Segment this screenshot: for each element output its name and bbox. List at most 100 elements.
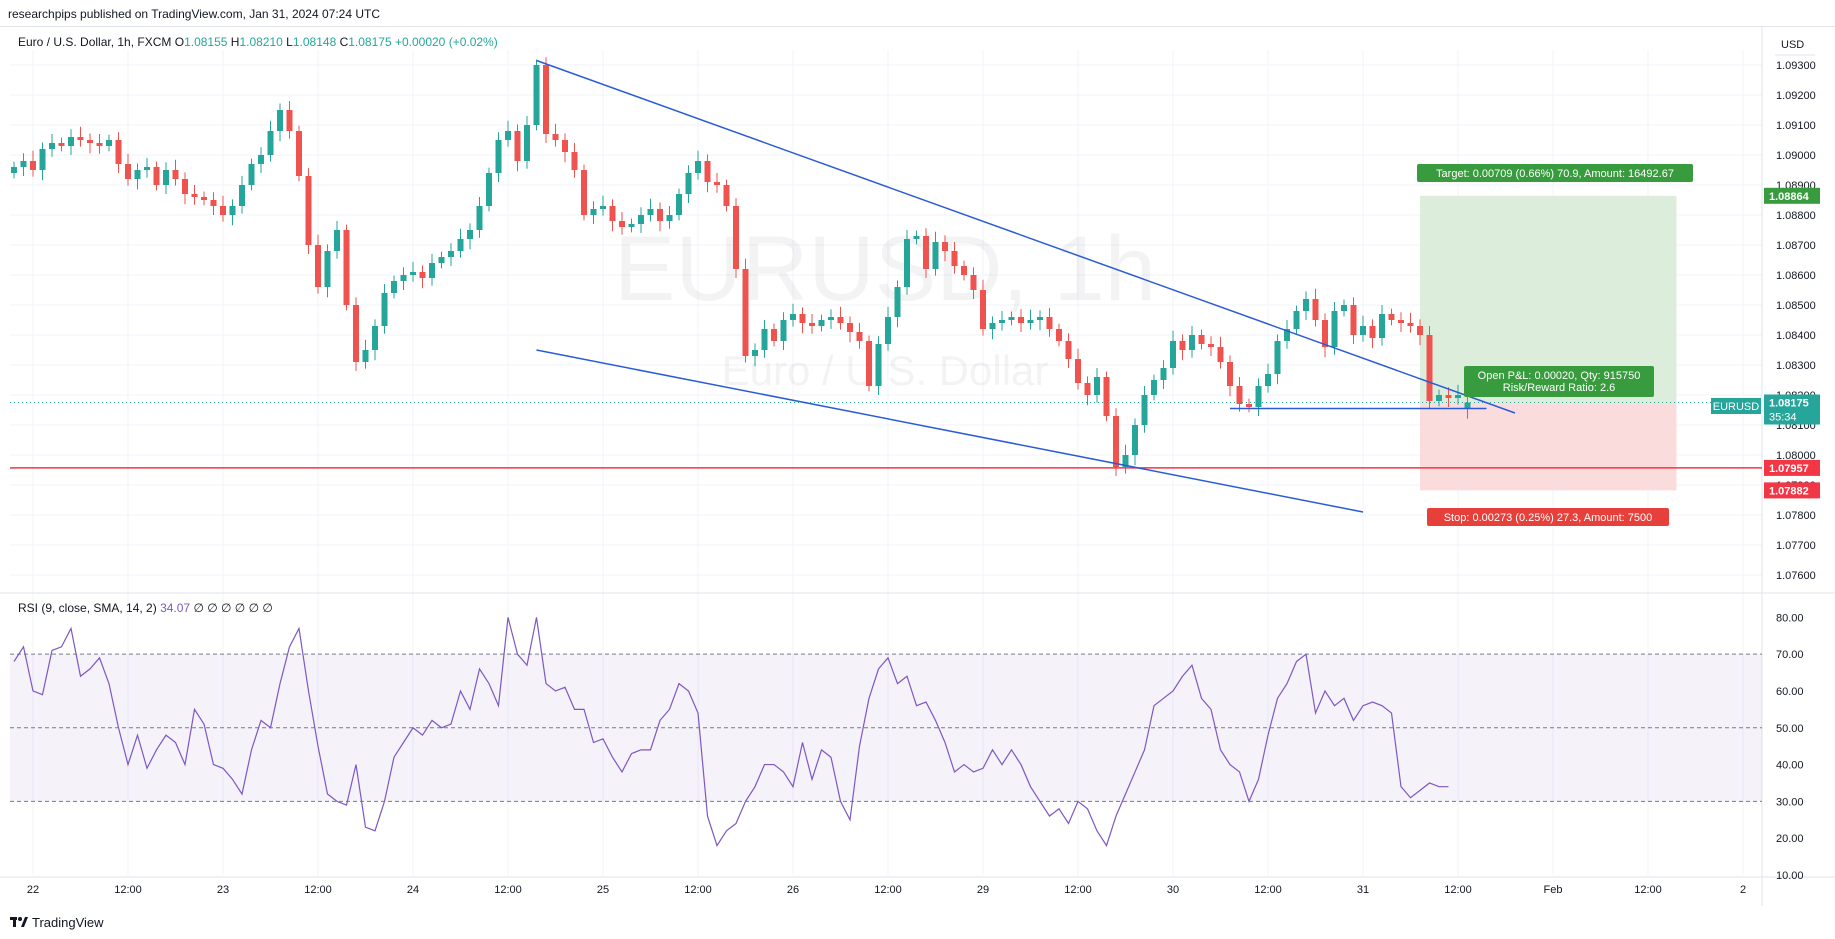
candle-body xyxy=(277,110,283,131)
candle-body xyxy=(448,251,454,257)
candle-body xyxy=(1398,320,1404,323)
candle-body xyxy=(1208,344,1214,347)
candle-body xyxy=(58,143,65,146)
candle-body xyxy=(296,131,302,176)
candle-body xyxy=(571,152,578,170)
time-tick-label: 25 xyxy=(597,884,609,896)
rsi-tick-label: 60.00 xyxy=(1776,686,1804,698)
tradingview-logo-icon xyxy=(10,917,28,927)
candle-body xyxy=(894,287,901,317)
time-tick-label: 12:00 xyxy=(1254,884,1282,896)
candle-body xyxy=(1379,314,1385,338)
pnl-label-bg xyxy=(1464,366,1654,397)
candle-body xyxy=(790,314,796,320)
candle-body xyxy=(1141,395,1148,425)
time-tick-label: 26 xyxy=(787,884,799,896)
candle-body xyxy=(1265,374,1271,386)
stop-label: Stop: 0.00273 (0.25%) 27.3, Amount: 7500 xyxy=(1444,512,1653,524)
candle-body xyxy=(951,251,958,266)
candle-body xyxy=(543,65,549,134)
candle-body xyxy=(647,209,654,215)
candle-body xyxy=(457,239,464,251)
price-tick-label: 1.09000 xyxy=(1776,150,1816,162)
candle-body xyxy=(210,200,217,206)
candle-body xyxy=(400,275,407,281)
candle-body xyxy=(172,170,179,179)
candle-body xyxy=(1246,404,1252,407)
candle-body xyxy=(1160,368,1167,380)
candle-body xyxy=(581,170,587,215)
candle-body xyxy=(182,179,188,194)
candle-body xyxy=(39,149,46,170)
time-tick-label: 12:00 xyxy=(684,884,712,896)
candle-body xyxy=(1312,299,1319,320)
candle-body xyxy=(153,167,160,185)
rsi-legend-name: RSI (9, close, SMA, 14, 2) xyxy=(18,601,160,615)
risk-reward-label: Risk/Reward Ratio: 2.6 xyxy=(1503,382,1616,394)
candle-body xyxy=(419,272,426,278)
candle-body xyxy=(1388,314,1395,320)
target-price-label-bg xyxy=(1764,187,1820,204)
time-tick-label: 12:00 xyxy=(874,884,902,896)
price-tick-label: 1.07800 xyxy=(1776,510,1816,522)
time-tick-label: Feb xyxy=(1544,884,1563,896)
price-tick-label: 1.08800 xyxy=(1776,210,1816,222)
trading-chart[interactable]: EURUSD, 1h Euro / U.S. Dollar Target: 0.00… xyxy=(0,27,1835,906)
candle-body xyxy=(1303,299,1309,311)
candle-body xyxy=(638,215,644,224)
candle-body xyxy=(1341,305,1347,311)
price-tick-label: 1.08500 xyxy=(1776,300,1816,312)
candle-body xyxy=(676,194,682,215)
upper-trendline xyxy=(536,59,1516,414)
stop-label-bg xyxy=(1427,508,1669,526)
legend-close: 1.08175 xyxy=(348,35,395,49)
candle-body xyxy=(1122,455,1129,467)
rsi-legend-extra: ∅ ∅ ∅ ∅ ∅ ∅ xyxy=(193,601,272,615)
rsi-tick-label: 50.00 xyxy=(1776,723,1804,735)
rsi-tick-label: 30.00 xyxy=(1776,796,1804,808)
candle-body xyxy=(87,140,93,143)
rsi-tick-label: 40.00 xyxy=(1776,760,1804,772)
candle-body xyxy=(799,314,806,323)
candle-body xyxy=(866,341,872,386)
watermark-symbol: EURUSD, 1h xyxy=(614,218,1156,320)
time-tick-label: 23 xyxy=(217,884,229,896)
candle-body xyxy=(1151,380,1157,395)
candle-body xyxy=(1284,329,1290,341)
candle-body xyxy=(780,320,787,341)
legend-high-label: H xyxy=(231,35,240,49)
ohlc-legend: Euro / U.S. Dollar, 1h, FXCM O1.08155 H1… xyxy=(18,35,498,49)
candle-body xyxy=(1008,317,1015,320)
time-tick-label: 22 xyxy=(27,884,39,896)
price-tick-label: 1.09100 xyxy=(1776,120,1816,132)
candle-body xyxy=(714,182,720,185)
rsi-tick-label: 80.00 xyxy=(1776,612,1804,624)
candle-body xyxy=(524,125,530,161)
candle-body xyxy=(1056,329,1062,341)
candle-body xyxy=(1274,341,1281,374)
candle-body xyxy=(1417,326,1423,335)
candle-body xyxy=(619,221,625,227)
candle-body xyxy=(999,320,1005,323)
candle-body xyxy=(201,197,207,200)
candle-body xyxy=(68,137,74,146)
candle-body xyxy=(476,206,483,230)
legend-low-label: L xyxy=(286,35,293,49)
candle-body xyxy=(372,326,378,350)
rsi-legend-value: 34.07 xyxy=(160,601,193,615)
candle-body xyxy=(343,230,350,305)
candle-body xyxy=(600,206,606,209)
symbol-tag-bg xyxy=(1711,398,1761,414)
time-tick-label: 24 xyxy=(407,884,419,896)
candle-body xyxy=(657,209,663,221)
stop-price-label-bg xyxy=(1764,482,1820,499)
price-tick-label: 1.09300 xyxy=(1776,60,1816,72)
candle-body xyxy=(305,176,312,245)
legend-change: +0.00020 (+0.02%) xyxy=(395,35,498,49)
candle-body xyxy=(1360,326,1366,335)
time-tick-label: 12:00 xyxy=(494,884,522,896)
candle-body xyxy=(723,185,730,206)
candle-body xyxy=(1094,377,1100,395)
publisher-bar: researchpips published on TradingView.co… xyxy=(0,0,1835,27)
candle-body xyxy=(239,185,245,206)
